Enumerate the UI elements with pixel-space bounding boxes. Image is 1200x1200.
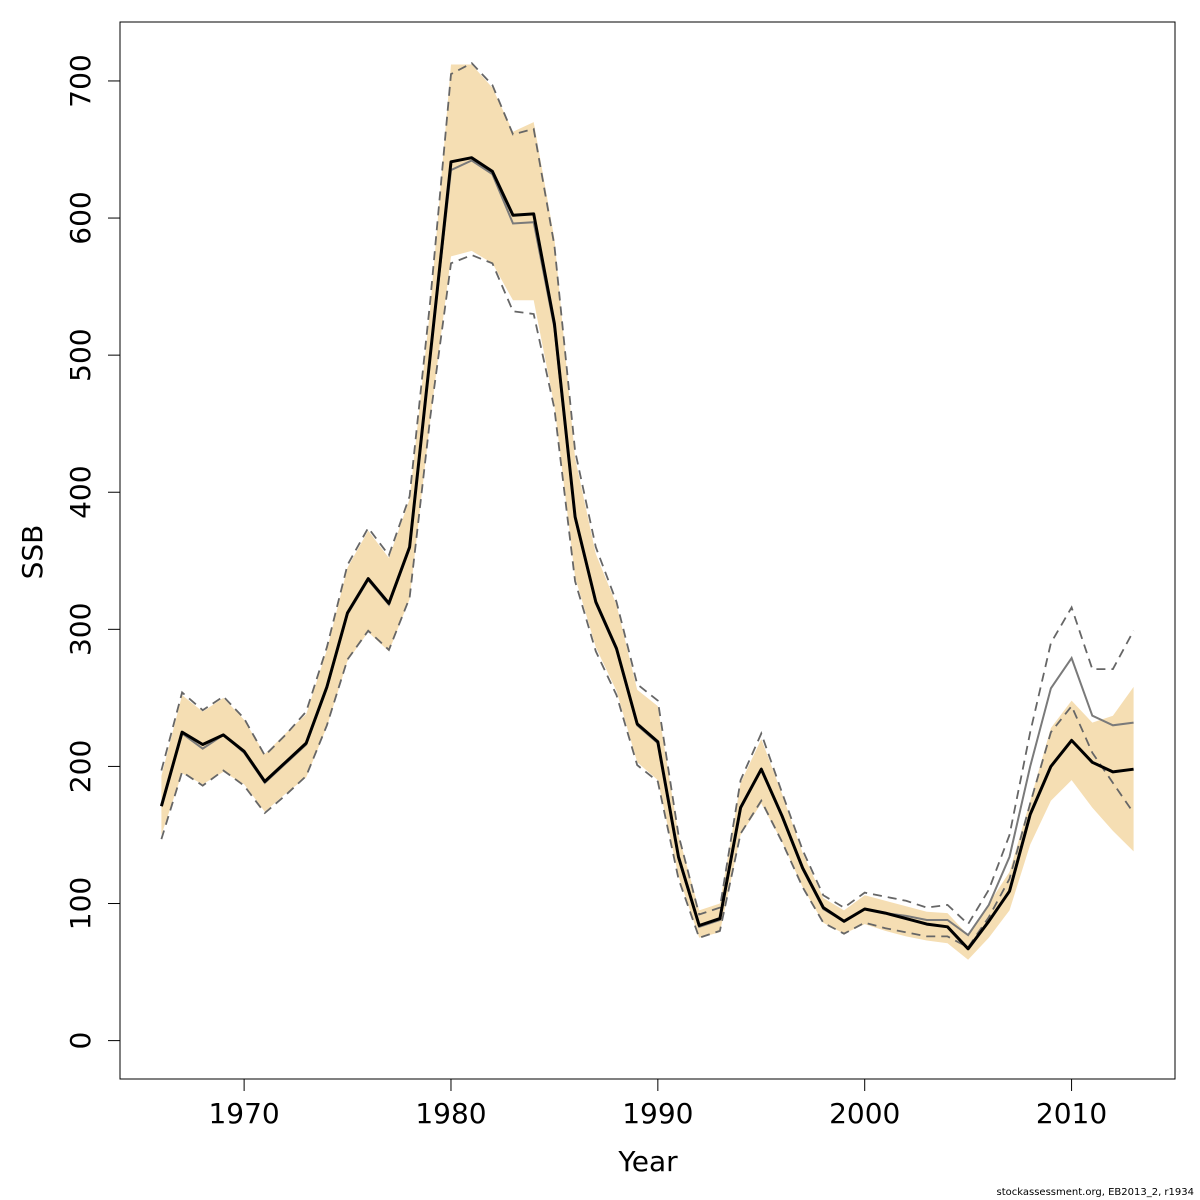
y-tick-label: 200 — [64, 740, 97, 793]
y-tick-label: 700 — [64, 54, 97, 107]
x-tick-label: 2010 — [1036, 1097, 1107, 1130]
current-estimate-line — [159, 156, 1134, 951]
previous-lower-line — [160, 254, 1135, 949]
plot-frame — [119, 21, 1176, 1080]
confidence-band — [161, 64, 1134, 960]
plot-area — [159, 61, 1135, 960]
x-tick-label: 2000 — [829, 1097, 900, 1130]
y-tick-label: 100 — [64, 877, 97, 930]
previous-estimate-line — [160, 159, 1134, 937]
y-tick-label: 600 — [64, 191, 97, 244]
previous-upper-line — [160, 61, 1135, 926]
plot-border — [119, 21, 1176, 1080]
axes: 1970 1980 1990 2000 2010 0 100 200 300 400 500 600 7… — [64, 54, 1107, 1130]
x-axis-title: Year — [617, 1145, 678, 1178]
y-tick-label: 500 — [64, 328, 97, 381]
x-tick-label: 1980 — [415, 1097, 486, 1130]
footer-credit: stockassessment.org, EB2013_2, r1934 — [996, 1187, 1194, 1198]
y-tick-label: 0 — [64, 1032, 97, 1050]
y-tick-label: 300 — [64, 603, 97, 656]
y-tick-label: 400 — [64, 465, 97, 518]
y-axis-title: SSB — [16, 525, 49, 580]
x-tick-label: 1990 — [622, 1097, 693, 1130]
x-tick-label: 1970 — [208, 1097, 279, 1130]
